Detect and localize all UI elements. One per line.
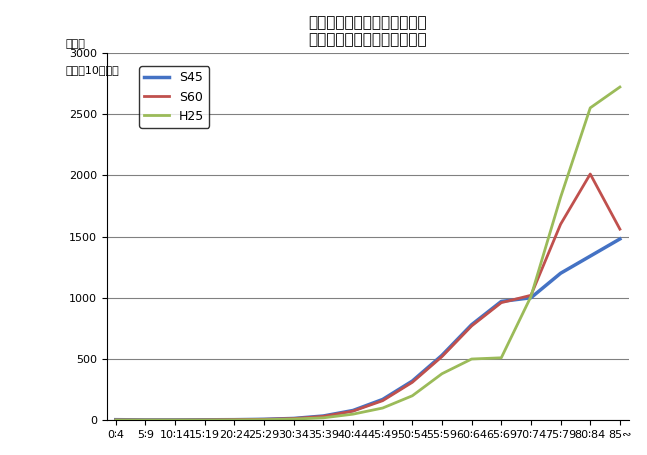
S45 (586, 253, 594, 259)
S45 (408, 379, 416, 384)
H25 (498, 355, 505, 360)
Text: 死亡率: 死亡率 (65, 39, 85, 49)
H25 (438, 371, 446, 376)
H25 (112, 417, 120, 423)
H25 (290, 416, 298, 422)
H25 (260, 417, 268, 422)
S60 (349, 408, 357, 414)
S45 (230, 417, 238, 422)
S60 (171, 417, 179, 423)
S45 (142, 417, 149, 423)
S60 (230, 417, 238, 422)
Line: S60: S60 (116, 174, 620, 420)
Line: H25: H25 (116, 87, 620, 420)
S60 (438, 354, 446, 359)
S45 (616, 236, 624, 242)
S45 (349, 408, 357, 413)
S45 (320, 413, 327, 419)
S45 (378, 397, 386, 402)
H25 (142, 417, 149, 423)
S45 (438, 353, 446, 358)
S60 (468, 323, 476, 329)
S45 (171, 417, 179, 423)
S45 (527, 295, 535, 300)
S45 (201, 417, 208, 423)
H25 (378, 405, 386, 411)
Title: 年齢階級別死亡率の年次比較
（悪性新生物　男　熊本県）: 年齢階級別死亡率の年次比較 （悪性新生物 男 熊本県） (309, 15, 427, 47)
S60 (378, 398, 386, 404)
S45 (468, 322, 476, 328)
H25 (527, 294, 535, 299)
Text: （人口10万対）: （人口10万対） (65, 65, 119, 75)
S60 (260, 417, 268, 422)
S60 (201, 417, 208, 423)
S60 (616, 227, 624, 232)
S60 (112, 417, 120, 423)
H25 (408, 393, 416, 399)
S45 (290, 416, 298, 421)
H25 (556, 195, 564, 200)
Line: S45: S45 (116, 239, 620, 420)
H25 (616, 84, 624, 90)
Legend: S45, S60, H25: S45, S60, H25 (139, 66, 210, 128)
H25 (468, 356, 476, 362)
S60 (290, 416, 298, 421)
H25 (349, 411, 357, 417)
H25 (171, 417, 179, 423)
S60 (498, 300, 505, 305)
H25 (586, 105, 594, 111)
S60 (408, 379, 416, 385)
S45 (260, 417, 268, 422)
S60 (527, 293, 535, 298)
S45 (556, 271, 564, 276)
S60 (142, 417, 149, 423)
H25 (320, 415, 327, 420)
S60 (320, 414, 327, 419)
S45 (112, 417, 120, 422)
H25 (201, 417, 208, 423)
H25 (230, 417, 238, 423)
S60 (586, 171, 594, 177)
S45 (498, 299, 505, 304)
S60 (556, 222, 564, 227)
